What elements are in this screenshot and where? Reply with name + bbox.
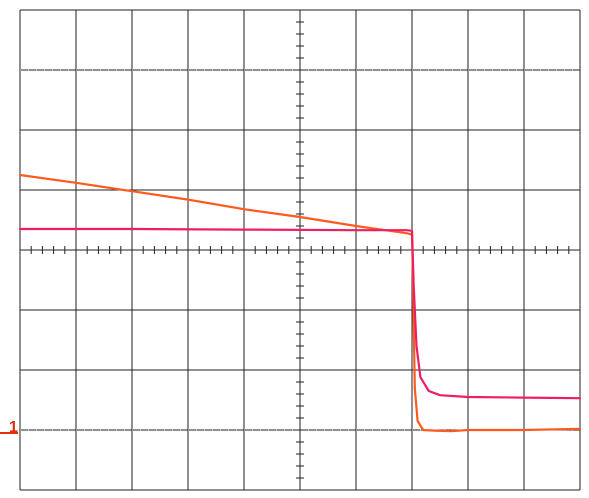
- ground-marker: 1: [0, 419, 18, 436]
- trace-series-2: [18, 227, 582, 400]
- traces: [18, 173, 582, 433]
- channel-1-ground-label: 1: [9, 419, 18, 436]
